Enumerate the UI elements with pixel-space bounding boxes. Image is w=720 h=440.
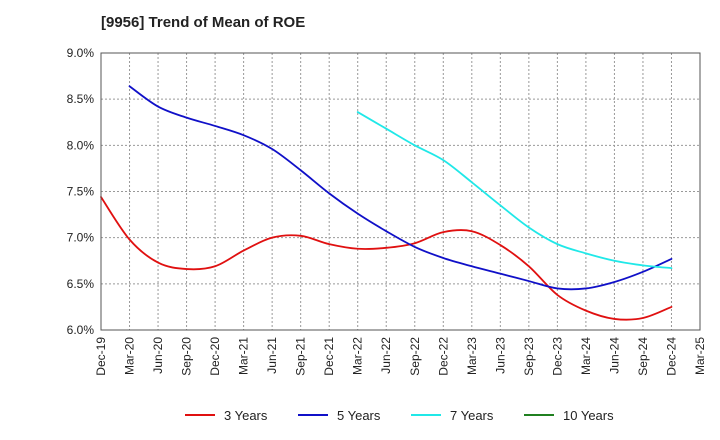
grid: [101, 53, 700, 330]
x-tick-label: Mar-23: [465, 337, 479, 375]
x-tick-label: Jun-23: [493, 337, 507, 374]
y-tick-label: 6.5%: [67, 277, 95, 291]
x-tick-label: Mar-21: [237, 337, 251, 375]
legend-label-5-years: 5 Years: [337, 408, 381, 423]
x-tick-label: Sep-23: [522, 337, 536, 376]
x-tick-label: Mar-22: [351, 337, 365, 375]
x-tick-label: Dec-24: [664, 337, 678, 376]
plot-frame: [100, 52, 701, 331]
x-tick-label: Mar-20: [123, 337, 137, 375]
series-lines: [100, 85, 673, 321]
x-tick-label: Dec-23: [550, 337, 564, 376]
legend: 3 Years 5 Years 7 Years 10 Years: [185, 408, 614, 423]
series-line-3-years: [100, 196, 673, 321]
y-tick-label: 8.5%: [67, 92, 95, 106]
x-tick-label: Jun-22: [379, 337, 393, 374]
x-tick-label: Sep-22: [408, 337, 422, 376]
y-tick-label: 6.0%: [67, 323, 95, 337]
x-tick-label: Sep-21: [294, 337, 308, 376]
x-tick-label: Sep-24: [636, 337, 650, 376]
series-line-5-years: [128, 85, 673, 291]
y-tick-label: 8.0%: [67, 138, 95, 152]
y-tick-label: 9.0%: [67, 46, 95, 60]
x-tick-label: Jun-24: [607, 337, 621, 374]
x-tick-label: Dec-19: [94, 337, 108, 376]
x-tick-label: Sep-20: [180, 337, 194, 376]
x-tick-label: Jun-20: [151, 337, 165, 374]
legend-label-7-years: 7 Years: [450, 408, 494, 423]
x-tick-label: Jun-21: [265, 337, 279, 374]
axes: 6.0% 6.5% 7.0% 7.5% 8.0% 8.5% 9.0% Dec-19 Mar-20…: [67, 46, 707, 376]
x-tick-label: Dec-20: [208, 337, 222, 376]
x-tick-label: Dec-22: [436, 337, 450, 376]
x-tick-label: Mar-24: [579, 337, 593, 375]
legend-label-10-years: 10 Years: [563, 408, 614, 423]
x-tick-label: Dec-21: [322, 337, 336, 376]
chart-title: [9956] Trend of Mean of ROE: [101, 14, 306, 31]
y-tick-label: 7.0%: [67, 231, 95, 245]
legend-label-3-years: 3 Years: [224, 408, 268, 423]
series-line-7-years: [356, 111, 673, 270]
y-tick-label: 7.5%: [67, 185, 95, 199]
x-tick-label: Mar-25: [693, 337, 707, 375]
